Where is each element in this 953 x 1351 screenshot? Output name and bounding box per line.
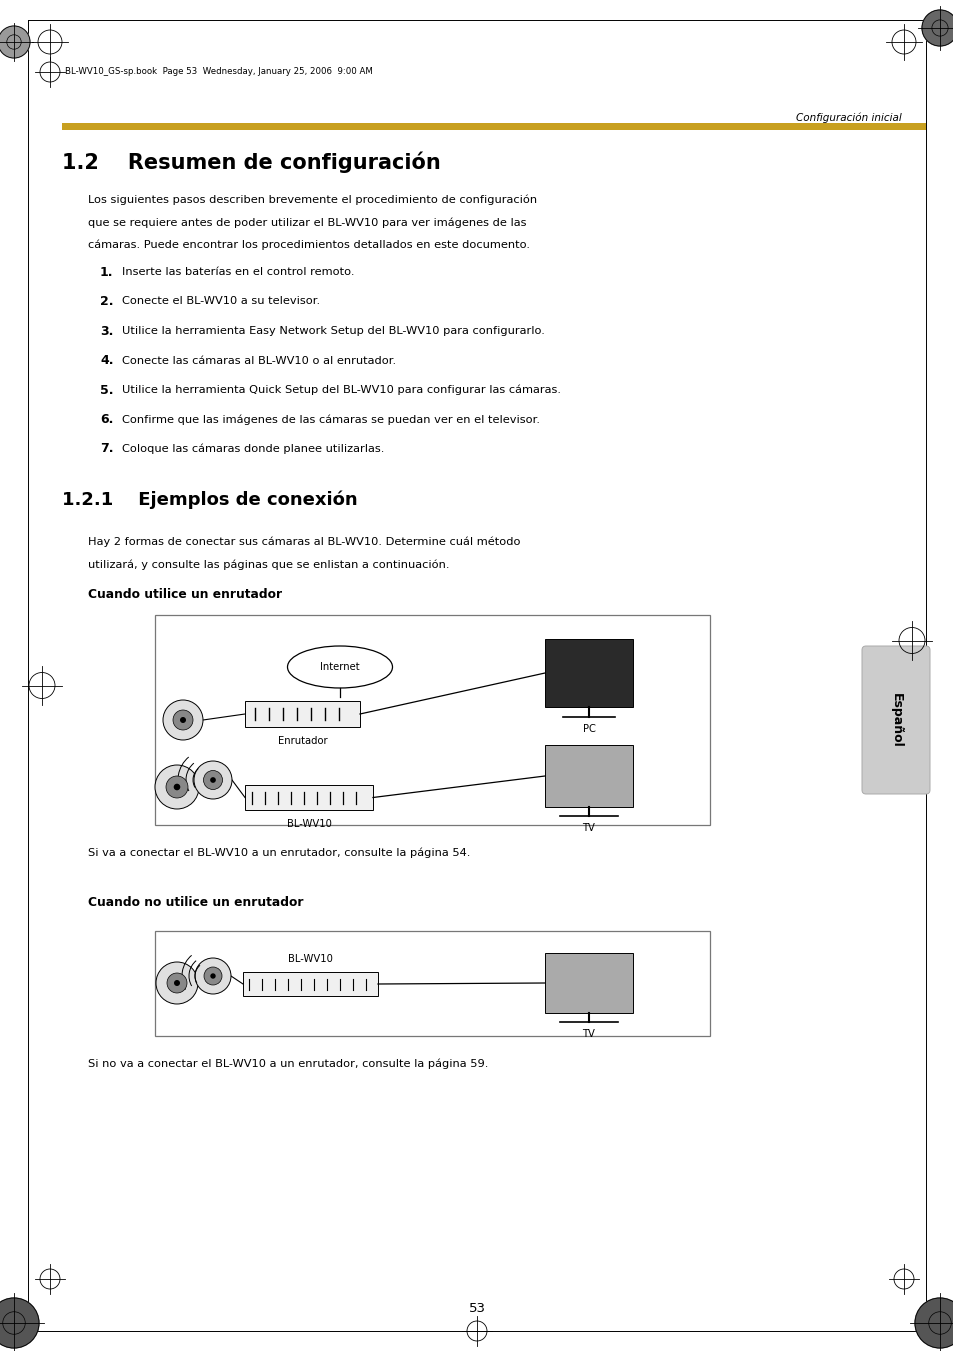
Text: que se requiere antes de poder utilizar el BL-WV10 para ver imágenes de las: que se requiere antes de poder utilizar … — [88, 218, 526, 228]
Text: 5.: 5. — [100, 384, 113, 396]
Circle shape — [210, 777, 215, 782]
Circle shape — [194, 958, 231, 994]
Circle shape — [156, 962, 198, 1004]
FancyBboxPatch shape — [544, 744, 633, 807]
Circle shape — [203, 770, 222, 789]
FancyBboxPatch shape — [154, 615, 709, 825]
Text: PC: PC — [582, 724, 595, 734]
FancyBboxPatch shape — [245, 701, 359, 727]
FancyBboxPatch shape — [245, 785, 373, 811]
Text: Utilice la herramienta Quick Setup del BL-WV10 para configurar las cámaras.: Utilice la herramienta Quick Setup del B… — [122, 385, 560, 396]
Text: Si no va a conectar el BL-WV10 a un enrutador, consulte la página 59.: Si no va a conectar el BL-WV10 a un enru… — [88, 1059, 488, 1069]
Circle shape — [173, 979, 180, 986]
Text: Español: Español — [888, 693, 902, 747]
Text: Confirme que las imágenes de las cámaras se puedan ver en el televisor.: Confirme que las imágenes de las cámaras… — [122, 415, 539, 424]
Text: 1.: 1. — [100, 266, 113, 278]
Text: 1.2.1    Ejemplos de conexión: 1.2.1 Ejemplos de conexión — [62, 490, 357, 509]
Text: 6.: 6. — [100, 413, 113, 426]
Circle shape — [173, 784, 180, 790]
Text: 1.2    Resumen de configuración: 1.2 Resumen de configuración — [62, 151, 440, 173]
Text: TV: TV — [582, 1029, 595, 1039]
Text: Hay 2 formas de conectar sus cámaras al BL-WV10. Determine cuál método: Hay 2 formas de conectar sus cámaras al … — [88, 536, 520, 547]
Text: Cuando utilice un enrutador: Cuando utilice un enrutador — [88, 589, 282, 601]
Circle shape — [193, 761, 232, 798]
Circle shape — [0, 1298, 39, 1348]
Text: Cuando no utilice un enrutador: Cuando no utilice un enrutador — [88, 897, 303, 909]
Ellipse shape — [287, 646, 392, 688]
Circle shape — [167, 973, 187, 993]
FancyBboxPatch shape — [154, 931, 709, 1036]
Circle shape — [210, 973, 215, 978]
Text: Inserte las baterías en el control remoto.: Inserte las baterías en el control remot… — [122, 267, 355, 277]
Text: TV: TV — [582, 823, 595, 834]
Text: BL-WV10: BL-WV10 — [288, 954, 333, 965]
Text: 53: 53 — [468, 1302, 485, 1316]
Circle shape — [180, 717, 186, 723]
Circle shape — [166, 775, 188, 798]
Text: Internet: Internet — [320, 662, 359, 671]
Text: Coloque las cámaras donde planee utilizarlas.: Coloque las cámaras donde planee utiliza… — [122, 443, 384, 454]
Text: Los siguientes pasos describen brevemente el procedimiento de configuración: Los siguientes pasos describen brevement… — [88, 195, 537, 205]
Text: Configuración inicial: Configuración inicial — [796, 112, 901, 123]
Circle shape — [914, 1298, 953, 1348]
Circle shape — [163, 700, 203, 740]
FancyBboxPatch shape — [544, 639, 633, 707]
Circle shape — [154, 765, 199, 809]
Text: 3.: 3. — [100, 324, 113, 338]
Circle shape — [204, 967, 222, 985]
FancyBboxPatch shape — [862, 646, 929, 794]
Text: utilizará, y consulte las páginas que se enlistan a continuación.: utilizará, y consulte las páginas que se… — [88, 559, 449, 570]
FancyBboxPatch shape — [544, 952, 633, 1013]
Text: 7.: 7. — [100, 443, 113, 455]
Text: BL-WV10_GS-sp.book  Page 53  Wednesday, January 25, 2006  9:00 AM: BL-WV10_GS-sp.book Page 53 Wednesday, Ja… — [65, 68, 373, 77]
Text: BL-WV10: BL-WV10 — [286, 819, 331, 830]
FancyBboxPatch shape — [62, 123, 925, 130]
Text: 2.: 2. — [100, 295, 113, 308]
Circle shape — [172, 711, 193, 730]
Text: 4.: 4. — [100, 354, 113, 367]
Text: Conecte las cámaras al BL-WV10 o al enrutador.: Conecte las cámaras al BL-WV10 o al enru… — [122, 355, 395, 366]
FancyBboxPatch shape — [243, 971, 377, 996]
Text: Utilice la herramienta Easy Network Setup del BL-WV10 para configurarlo.: Utilice la herramienta Easy Network Setu… — [122, 326, 544, 336]
Text: Enrutador: Enrutador — [277, 736, 327, 746]
Text: Si va a conectar el BL-WV10 a un enrutador, consulte la página 54.: Si va a conectar el BL-WV10 a un enrutad… — [88, 847, 470, 858]
Text: Conecte el BL-WV10 a su televisor.: Conecte el BL-WV10 a su televisor. — [122, 296, 320, 307]
Circle shape — [921, 9, 953, 46]
Circle shape — [0, 26, 30, 58]
Text: cámaras. Puede encontrar los procedimientos detallados en este documento.: cámaras. Puede encontrar los procedimien… — [88, 239, 530, 250]
